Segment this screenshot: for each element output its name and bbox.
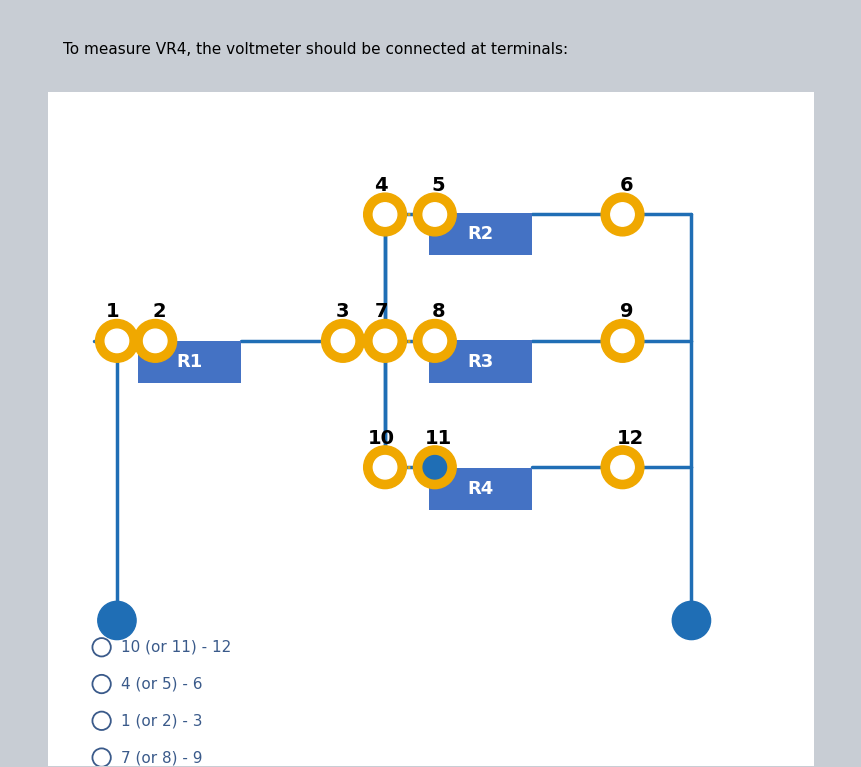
FancyBboxPatch shape	[429, 341, 532, 383]
Circle shape	[133, 320, 177, 362]
FancyBboxPatch shape	[48, 92, 813, 766]
Circle shape	[363, 193, 406, 235]
FancyBboxPatch shape	[138, 341, 241, 384]
Circle shape	[105, 329, 128, 353]
Circle shape	[321, 320, 364, 362]
Circle shape	[413, 446, 455, 489]
Circle shape	[413, 320, 455, 362]
Circle shape	[331, 329, 354, 353]
Circle shape	[92, 712, 111, 730]
Text: 1: 1	[106, 302, 120, 321]
Text: 9: 9	[619, 302, 632, 321]
Text: 5: 5	[431, 176, 445, 195]
Text: 7 (or 8) - 9: 7 (or 8) - 9	[121, 750, 202, 765]
Text: R2: R2	[468, 225, 493, 242]
Circle shape	[373, 202, 396, 226]
Text: 11: 11	[424, 429, 452, 448]
Text: 4: 4	[374, 176, 387, 195]
Text: 4 (or 5) - 6: 4 (or 5) - 6	[121, 676, 202, 692]
Text: 10 (or 11) - 12: 10 (or 11) - 12	[121, 640, 231, 655]
Circle shape	[600, 446, 643, 489]
FancyBboxPatch shape	[48, 0, 813, 92]
Text: 2: 2	[152, 302, 165, 321]
Text: 8: 8	[431, 302, 445, 321]
Circle shape	[600, 320, 643, 362]
Circle shape	[423, 329, 446, 353]
Text: R1: R1	[177, 354, 202, 371]
Circle shape	[600, 193, 643, 235]
FancyBboxPatch shape	[429, 212, 532, 255]
Circle shape	[363, 446, 406, 489]
Circle shape	[423, 456, 446, 479]
Text: 3: 3	[336, 302, 350, 321]
Circle shape	[413, 193, 455, 235]
Text: 6: 6	[619, 176, 633, 195]
Circle shape	[143, 329, 167, 353]
Circle shape	[423, 202, 446, 226]
Circle shape	[610, 456, 634, 479]
Circle shape	[373, 456, 396, 479]
Text: R3: R3	[468, 353, 493, 370]
Text: R4: R4	[468, 479, 493, 498]
Circle shape	[92, 675, 111, 693]
Circle shape	[363, 320, 406, 362]
Text: 7: 7	[374, 302, 387, 321]
Circle shape	[373, 329, 396, 353]
Circle shape	[610, 202, 634, 226]
Text: 10: 10	[368, 429, 394, 448]
Circle shape	[610, 329, 634, 353]
Circle shape	[97, 601, 136, 640]
Circle shape	[96, 320, 138, 362]
Text: 1 (or 2) - 3: 1 (or 2) - 3	[121, 713, 202, 729]
FancyBboxPatch shape	[429, 468, 532, 510]
Text: To measure VR4, the voltmeter should be connected at terminals:: To measure VR4, the voltmeter should be …	[63, 42, 567, 58]
Text: 12: 12	[616, 429, 643, 448]
Circle shape	[672, 601, 709, 640]
Circle shape	[92, 638, 111, 657]
Circle shape	[92, 749, 111, 767]
